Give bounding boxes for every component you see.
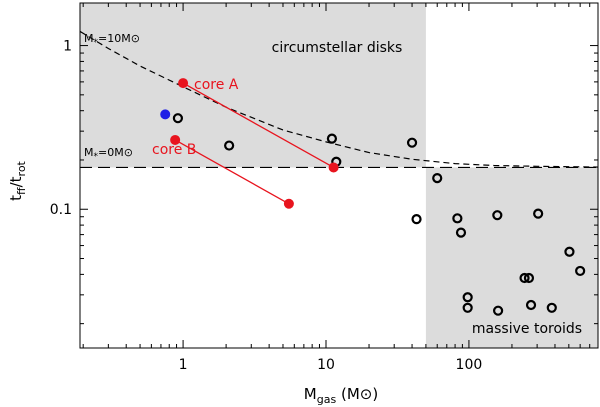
data-point — [492, 210, 503, 221]
data-point — [326, 133, 338, 144]
y-tick-label: 1 — [63, 39, 72, 55]
region-massive-toroids — [425, 167, 598, 348]
data-point — [525, 299, 537, 311]
data-point — [564, 246, 575, 257]
data-point-blue-source — [160, 109, 171, 120]
core-a-label: core A — [194, 77, 239, 93]
curve-mstar-10 — [80, 30, 598, 168]
data-point — [406, 137, 418, 148]
data-point — [523, 272, 535, 284]
x-tick-label: 100 — [456, 357, 483, 373]
data-point — [533, 208, 544, 219]
x-tick-label: 1 — [179, 357, 188, 373]
data-point — [172, 113, 184, 124]
connector-core-A — [182, 82, 334, 169]
data-point — [575, 265, 586, 277]
core-b-label: core B — [152, 142, 196, 158]
y-tick-label: 0.1 — [50, 202, 72, 218]
x-tick-label: 10 — [317, 357, 335, 373]
region-label-massive-toroids: massive toroids — [472, 321, 582, 337]
data-point — [411, 214, 422, 225]
x-axis-label: Mgas (M⊙) — [304, 385, 378, 406]
data-point — [519, 272, 530, 284]
data-point-core-B — [283, 198, 294, 209]
data-point — [452, 213, 463, 224]
region-circumstellar-disks — [80, 3, 426, 168]
curve-label-mstar-10: M*=10M⊙ — [84, 32, 140, 48]
data-point — [455, 227, 467, 238]
curve-label-mstar-0: M*=0M⊙ — [84, 146, 133, 162]
data-point — [493, 305, 504, 316]
data-point-core-B — [170, 134, 181, 145]
data-point — [462, 302, 473, 313]
data-point — [546, 302, 557, 313]
y-axis-label: tff/trot — [7, 160, 28, 200]
data-point-core-A — [178, 78, 189, 89]
data-point — [432, 172, 443, 184]
data-point-core-A — [328, 162, 339, 173]
region-label-circumstellar-disks: circumstellar disks — [272, 40, 403, 56]
plot-frame — [79, 2, 599, 349]
connector-core-B — [174, 139, 290, 205]
data-point — [462, 292, 473, 303]
data-point — [224, 140, 235, 151]
